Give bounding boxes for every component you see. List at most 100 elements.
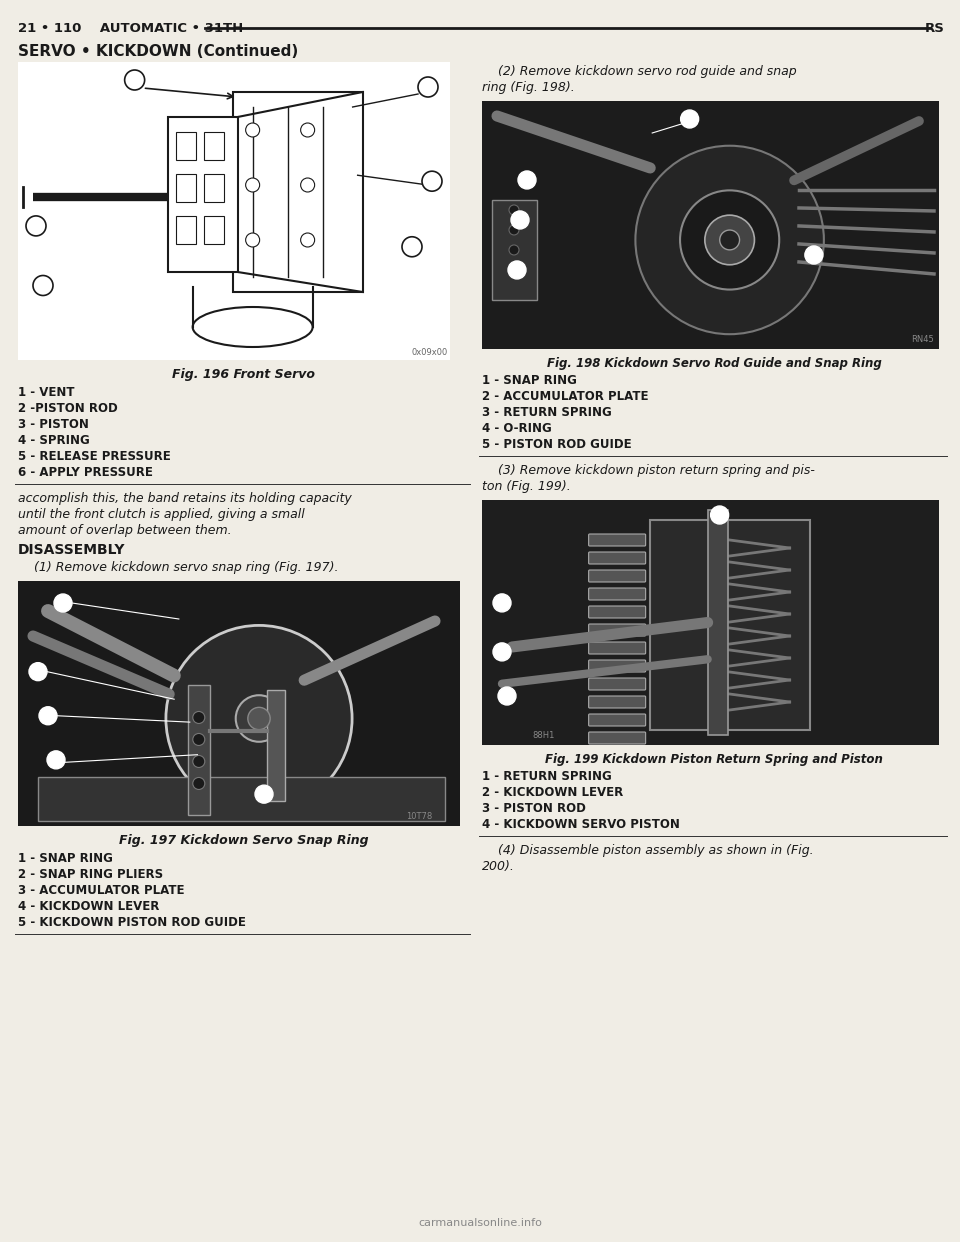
Circle shape — [236, 696, 282, 741]
Text: 1 - SNAP RING: 1 - SNAP RING — [482, 374, 577, 388]
Bar — [38, 777, 445, 821]
FancyBboxPatch shape — [588, 642, 646, 655]
Circle shape — [246, 233, 259, 247]
Text: 0x09x00: 0x09x00 — [412, 348, 448, 356]
Circle shape — [246, 178, 259, 193]
FancyBboxPatch shape — [588, 660, 646, 672]
Circle shape — [493, 643, 511, 661]
Circle shape — [804, 246, 823, 265]
Circle shape — [166, 626, 352, 811]
Text: 4 - SPRING: 4 - SPRING — [18, 433, 89, 447]
Text: 1: 1 — [810, 250, 817, 260]
Circle shape — [29, 663, 47, 681]
Text: ring (Fig. 198).: ring (Fig. 198). — [482, 81, 575, 94]
Text: 2: 2 — [35, 667, 41, 677]
Bar — [168, 117, 238, 272]
Text: 4: 4 — [53, 755, 60, 765]
Bar — [188, 684, 210, 815]
Bar — [482, 501, 939, 745]
Text: 10T78: 10T78 — [406, 812, 432, 821]
Text: 1: 1 — [514, 265, 520, 274]
Circle shape — [300, 178, 315, 193]
Ellipse shape — [193, 307, 313, 347]
Circle shape — [680, 190, 780, 289]
Text: 5: 5 — [260, 789, 268, 799]
Text: until the front clutch is applied, giving a small: until the front clutch is applied, givin… — [18, 508, 304, 520]
Text: 1 - RETURN SPRING: 1 - RETURN SPRING — [482, 770, 612, 782]
Circle shape — [125, 70, 145, 89]
Text: 4 - O-RING: 4 - O-RING — [482, 422, 552, 435]
Text: carmanualsonline.info: carmanualsonline.info — [418, 1218, 542, 1228]
Bar — [176, 216, 196, 243]
Text: 4 - KICKDOWN LEVER: 4 - KICKDOWN LEVER — [18, 900, 159, 913]
Bar — [176, 132, 196, 160]
Text: (4) Disassemble piston assembly as shown in (Fig.: (4) Disassemble piston assembly as shown… — [482, 845, 814, 857]
Circle shape — [300, 123, 315, 137]
FancyBboxPatch shape — [588, 714, 646, 727]
Circle shape — [33, 276, 53, 296]
FancyBboxPatch shape — [588, 696, 646, 708]
Text: 3 - RETURN SPRING: 3 - RETURN SPRING — [482, 406, 612, 419]
FancyBboxPatch shape — [588, 732, 646, 744]
Text: 5 - KICKDOWN PISTON ROD GUIDE: 5 - KICKDOWN PISTON ROD GUIDE — [18, 917, 246, 929]
Circle shape — [518, 171, 536, 189]
Text: 2 - ACCUMULATOR PLATE: 2 - ACCUMULATOR PLATE — [482, 390, 649, 402]
Text: Fig. 197 Kickdown Servo Snap Ring: Fig. 197 Kickdown Servo Snap Ring — [119, 833, 369, 847]
Bar — [482, 101, 939, 349]
Bar — [204, 174, 224, 202]
Text: ton (Fig. 199).: ton (Fig. 199). — [482, 479, 571, 493]
Bar — [204, 216, 224, 243]
Text: 6 - APPLY PRESSURE: 6 - APPLY PRESSURE — [18, 466, 153, 479]
Text: 3: 3 — [44, 710, 52, 720]
Text: 4 - KICKDOWN SERVO PISTON: 4 - KICKDOWN SERVO PISTON — [482, 818, 680, 831]
Bar — [176, 174, 196, 202]
Bar — [267, 689, 285, 801]
Text: 5: 5 — [40, 281, 46, 289]
Text: 4: 4 — [504, 691, 511, 700]
Circle shape — [509, 245, 519, 255]
Bar — [232, 92, 363, 292]
Text: (3) Remove kickdown piston return spring and pis-: (3) Remove kickdown piston return spring… — [482, 465, 815, 477]
Text: 1 - SNAP RING: 1 - SNAP RING — [18, 852, 113, 864]
Text: 2 -PISTON ROD: 2 -PISTON ROD — [18, 402, 118, 415]
Circle shape — [636, 145, 824, 334]
Bar — [18, 62, 450, 360]
Circle shape — [493, 594, 511, 612]
Text: 1: 1 — [686, 114, 693, 124]
Text: 5: 5 — [33, 221, 39, 231]
FancyBboxPatch shape — [588, 606, 646, 619]
Text: 200).: 200). — [482, 859, 515, 873]
Circle shape — [54, 594, 72, 612]
Circle shape — [246, 123, 259, 137]
Text: SERVO • KICKDOWN (Continued): SERVO • KICKDOWN (Continued) — [18, 43, 299, 60]
Text: (1) Remove kickdown servo snap ring (Fig. 197).: (1) Remove kickdown servo snap ring (Fig… — [18, 561, 339, 574]
Circle shape — [255, 785, 273, 804]
Bar — [650, 520, 809, 730]
Circle shape — [402, 237, 422, 257]
Circle shape — [509, 225, 519, 235]
Circle shape — [509, 265, 519, 274]
Text: 21 • 110    AUTOMATIC • 31TH: 21 • 110 AUTOMATIC • 31TH — [18, 22, 243, 35]
FancyBboxPatch shape — [588, 587, 646, 600]
Circle shape — [509, 205, 519, 215]
Circle shape — [418, 77, 438, 97]
Text: 4: 4 — [409, 242, 415, 251]
Text: 1: 1 — [498, 597, 505, 607]
Text: 1 - VENT: 1 - VENT — [18, 386, 75, 399]
Circle shape — [498, 687, 516, 705]
Circle shape — [193, 777, 204, 790]
Text: 3: 3 — [498, 647, 505, 657]
Text: RS: RS — [925, 22, 945, 35]
FancyBboxPatch shape — [588, 570, 646, 582]
Text: 1: 1 — [716, 510, 723, 520]
Circle shape — [300, 233, 315, 247]
Circle shape — [47, 751, 65, 769]
Circle shape — [248, 708, 270, 729]
Text: 1: 1 — [60, 597, 66, 609]
Text: 2 - SNAP RING PLIERS: 2 - SNAP RING PLIERS — [18, 868, 163, 881]
Circle shape — [710, 505, 729, 524]
Text: RN45: RN45 — [911, 335, 934, 344]
Circle shape — [39, 707, 57, 725]
Text: 1: 1 — [516, 215, 523, 225]
Circle shape — [511, 211, 529, 229]
